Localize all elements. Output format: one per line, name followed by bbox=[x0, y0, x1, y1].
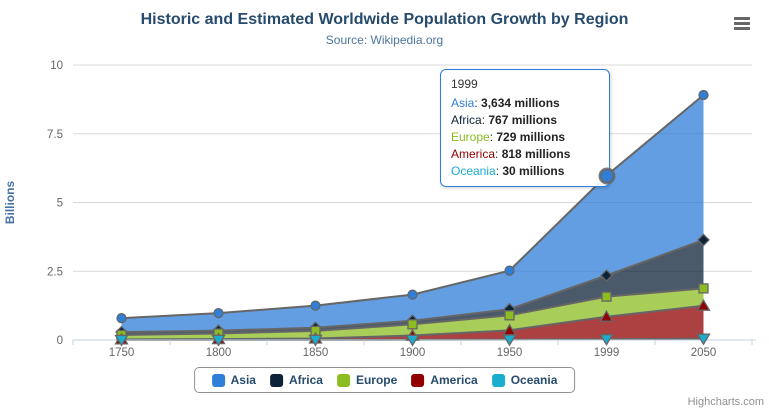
legend-swatch-europe bbox=[336, 373, 350, 387]
series-name: America bbox=[451, 147, 496, 161]
legend-item-africa[interactable]: Africa bbox=[269, 373, 323, 387]
series-value: 767 millions bbox=[488, 113, 558, 127]
series-name: Europe bbox=[451, 130, 490, 144]
tooltip: 1999 Asia: 3,634 millions Africa: 767 mi… bbox=[440, 69, 610, 187]
y-axis-title: Billions bbox=[3, 181, 17, 225]
svg-text:1750: 1750 bbox=[109, 347, 135, 359]
legend-item-asia[interactable]: Asia bbox=[211, 373, 256, 387]
legend-label: Africa bbox=[288, 373, 323, 387]
legend-label: America bbox=[430, 373, 478, 387]
tooltip-row-asia: Asia: 3,634 millions bbox=[451, 96, 560, 110]
tooltip-row-oceania: Oceania: 30 millions bbox=[451, 164, 565, 178]
legend-swatch-america bbox=[411, 373, 425, 387]
legend: Asia Africa Europe America Oceania bbox=[193, 367, 576, 393]
series-value: 818 millions bbox=[501, 147, 571, 161]
series-name: Africa bbox=[451, 113, 482, 127]
tooltip-row-america: America: 818 millions bbox=[451, 147, 571, 161]
series-value: 729 millions bbox=[496, 130, 566, 144]
legend-swatch-africa bbox=[269, 373, 283, 387]
hamburger-menu-icon bbox=[734, 16, 750, 20]
legend-item-europe[interactable]: Europe bbox=[336, 373, 398, 387]
svg-text:1800: 1800 bbox=[206, 347, 232, 359]
legend-label: Asia bbox=[230, 373, 256, 387]
svg-text:1900: 1900 bbox=[400, 347, 426, 359]
legend-label: Oceania bbox=[510, 373, 558, 387]
series-name: Oceania bbox=[451, 164, 496, 178]
svg-text:1999: 1999 bbox=[594, 347, 620, 359]
tooltip-row-africa: Africa: 767 millions bbox=[451, 113, 558, 127]
tooltip-header: 1999 bbox=[451, 77, 478, 91]
hamburger-menu-icon bbox=[734, 21, 750, 25]
export-menu-button[interactable] bbox=[731, 13, 753, 33]
legend-swatch-asia bbox=[211, 373, 225, 387]
series-value: 3,634 millions bbox=[481, 96, 560, 110]
series-value: 30 millions bbox=[502, 164, 565, 178]
legend-swatch-oceania bbox=[491, 373, 505, 387]
svg-text:5: 5 bbox=[57, 198, 63, 210]
series-name: Asia bbox=[451, 96, 475, 110]
tooltip-row-europe: Europe: 729 millions bbox=[451, 130, 566, 144]
svg-text:1850: 1850 bbox=[303, 347, 329, 359]
chart-title: Historic and Estimated Worldwide Populat… bbox=[140, 11, 629, 28]
svg-text:1950: 1950 bbox=[497, 347, 523, 359]
legend-item-oceania[interactable]: Oceania bbox=[491, 373, 558, 387]
svg-text:0: 0 bbox=[57, 335, 63, 347]
svg-text:10: 10 bbox=[50, 60, 63, 72]
highcharts-credit-link[interactable]: Highcharts.com bbox=[687, 396, 764, 408]
chart-subtitle: Source: Wikipedia.org bbox=[325, 33, 444, 47]
hamburger-menu-icon bbox=[734, 26, 750, 30]
svg-text:7.5: 7.5 bbox=[47, 129, 63, 141]
legend-item-america[interactable]: America bbox=[411, 373, 478, 387]
svg-text:2050: 2050 bbox=[691, 347, 717, 359]
svg-text:2.5: 2.5 bbox=[47, 266, 63, 278]
legend-label: Europe bbox=[355, 373, 398, 387]
